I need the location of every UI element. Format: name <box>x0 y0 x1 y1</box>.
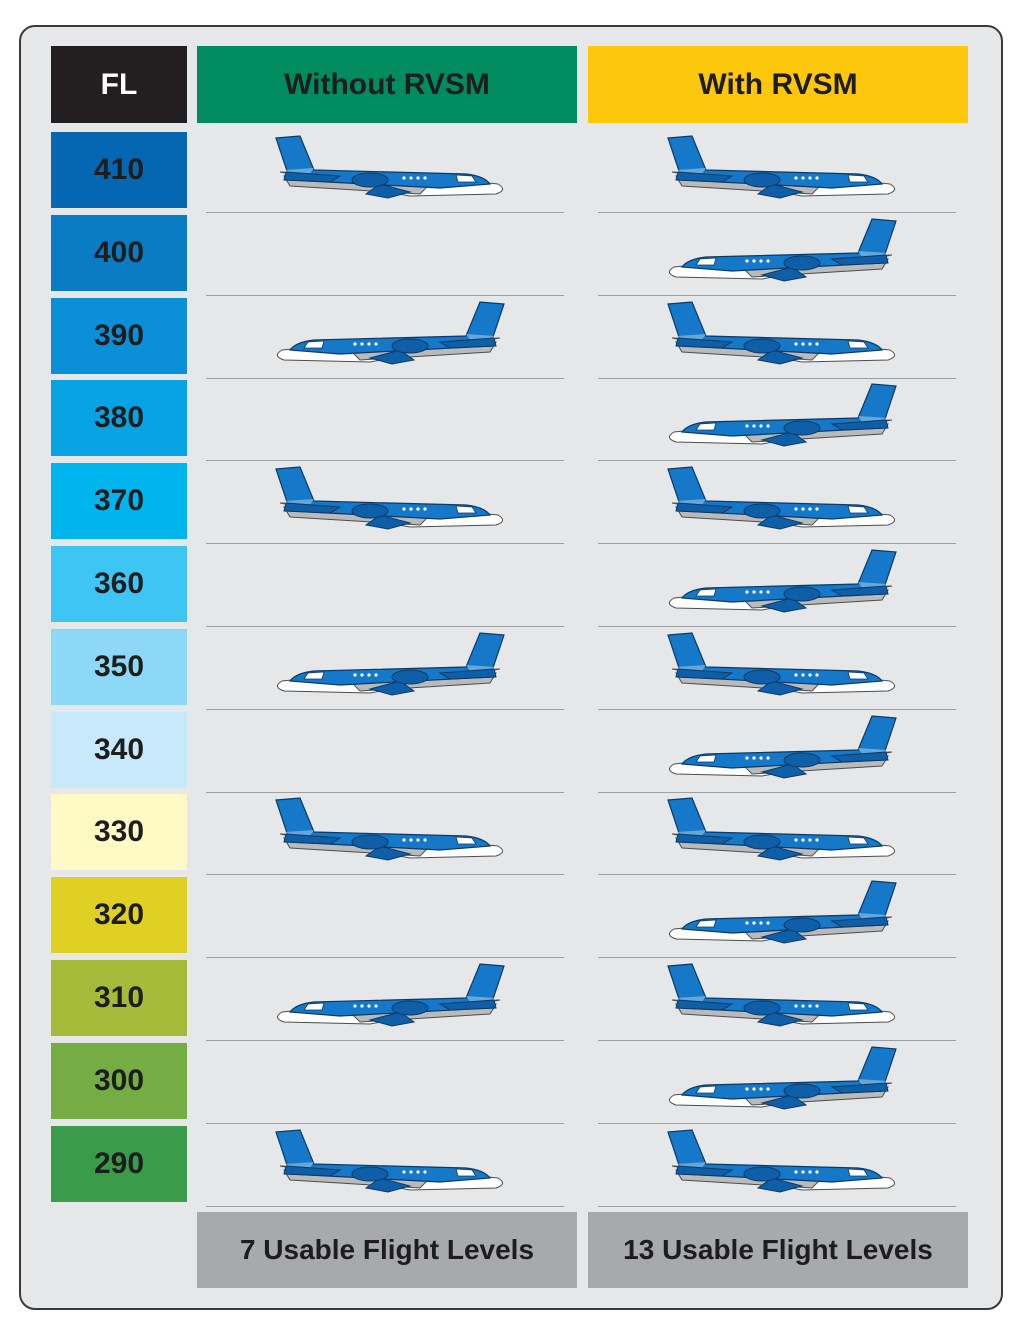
level-separator <box>206 709 564 710</box>
airplane-icon <box>662 298 902 374</box>
airplane-icon <box>270 463 510 539</box>
level-separator <box>206 543 564 544</box>
airplane-icon <box>662 1043 902 1119</box>
fl-label-330: 330 <box>51 794 187 870</box>
fl-label-390: 390 <box>51 298 187 374</box>
level-separator <box>598 378 956 379</box>
level-separator <box>206 626 564 627</box>
airplane-icon <box>662 215 902 291</box>
level-separator <box>598 874 956 875</box>
airplane-icon <box>662 794 902 870</box>
airplane-icon <box>662 1126 902 1202</box>
airplane-icon <box>270 1126 510 1202</box>
level-separator <box>598 792 956 793</box>
with-rvsm-header: With RVSM <box>588 46 968 123</box>
level-separator <box>598 626 956 627</box>
level-separator <box>598 957 956 958</box>
airplane-icon <box>270 132 510 208</box>
airplane-icon <box>662 463 902 539</box>
fl-label-340: 340 <box>51 712 187 788</box>
airplane-icon <box>270 298 510 374</box>
level-separator <box>206 378 564 379</box>
fl-label-380: 380 <box>51 380 187 456</box>
level-separator <box>598 212 956 213</box>
fl-label-310: 310 <box>51 960 187 1036</box>
level-separator <box>598 709 956 710</box>
airplane-icon <box>270 960 510 1036</box>
fl-label-360: 360 <box>51 546 187 622</box>
fl-label-350: 350 <box>51 629 187 705</box>
level-separator <box>598 1040 956 1041</box>
level-separator <box>206 295 564 296</box>
level-separator <box>598 295 956 296</box>
fl-label-290: 290 <box>51 1126 187 1202</box>
level-separator <box>206 1123 564 1124</box>
fl-label-300: 300 <box>51 1043 187 1119</box>
level-separator <box>206 460 564 461</box>
level-separator <box>206 792 564 793</box>
airplane-icon <box>662 132 902 208</box>
level-separator <box>206 957 564 958</box>
fl-label-370: 370 <box>51 463 187 539</box>
level-separator <box>598 1206 956 1207</box>
airplane-icon <box>662 712 902 788</box>
airplane-icon <box>270 794 510 870</box>
airplane-icon <box>662 380 902 456</box>
fl-column-header: FL <box>51 46 187 123</box>
airplane-icon <box>662 546 902 622</box>
airplane-icon <box>662 877 902 953</box>
airplane-icon <box>270 629 510 705</box>
with-rvsm-footer: 13 Usable Flight Levels <box>588 1212 968 1288</box>
without-rvsm-footer: 7 Usable Flight Levels <box>197 1212 577 1288</box>
airplane-icon <box>662 629 902 705</box>
level-separator <box>598 1123 956 1124</box>
fl-label-400: 400 <box>51 215 187 291</box>
fl-label-320: 320 <box>51 877 187 953</box>
level-separator <box>598 543 956 544</box>
level-separator <box>206 1040 564 1041</box>
fl-label-410: 410 <box>51 132 187 208</box>
without-rvsm-header: Without RVSM <box>197 46 577 123</box>
level-separator <box>206 1206 564 1207</box>
level-separator <box>206 212 564 213</box>
level-separator <box>206 874 564 875</box>
airplane-icon <box>662 960 902 1036</box>
level-separator <box>598 460 956 461</box>
